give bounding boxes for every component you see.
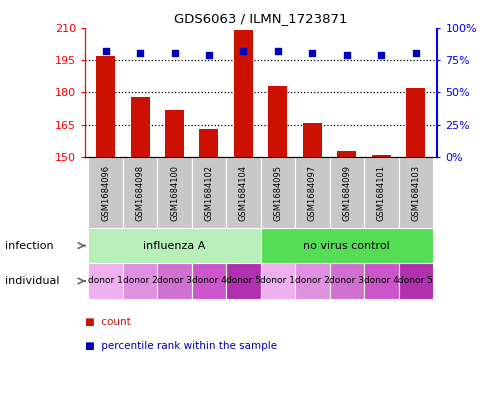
- Point: [411, 50, 419, 57]
- Point: [102, 48, 109, 54]
- Bar: [122, 263, 157, 299]
- Point: [136, 50, 144, 57]
- Text: GSM1684103: GSM1684103: [410, 165, 420, 220]
- Text: GSM1684101: GSM1684101: [376, 165, 385, 220]
- Text: GSM1684099: GSM1684099: [342, 165, 350, 220]
- Text: GSM1684098: GSM1684098: [135, 165, 144, 220]
- Text: influenza A: influenza A: [143, 241, 205, 251]
- Title: GDS6063 / ILMN_1723871: GDS6063 / ILMN_1723871: [174, 12, 347, 25]
- Text: donor 4: donor 4: [191, 277, 226, 285]
- Text: GSM1684095: GSM1684095: [273, 165, 282, 220]
- Text: GSM1684104: GSM1684104: [239, 165, 247, 220]
- Text: ■  count: ■ count: [85, 317, 130, 327]
- Bar: [295, 263, 329, 299]
- Bar: [191, 263, 226, 299]
- Text: donor 5: donor 5: [226, 277, 260, 285]
- Text: GSM1684102: GSM1684102: [204, 165, 213, 220]
- Bar: [191, 157, 226, 228]
- Text: infection: infection: [5, 241, 53, 251]
- Bar: [363, 157, 398, 228]
- Bar: [233, 30, 253, 157]
- Bar: [226, 263, 260, 299]
- Bar: [329, 263, 363, 299]
- Text: GSM1684100: GSM1684100: [170, 165, 179, 220]
- Text: donor 1: donor 1: [260, 277, 295, 285]
- Text: donor 2: donor 2: [294, 277, 329, 285]
- Point: [342, 51, 350, 58]
- Text: individual: individual: [5, 276, 59, 286]
- Bar: [96, 56, 115, 157]
- Point: [170, 50, 178, 57]
- Text: donor 1: donor 1: [88, 277, 123, 285]
- Text: donor 3: donor 3: [329, 277, 363, 285]
- Bar: [406, 88, 424, 157]
- Text: donor 3: donor 3: [157, 277, 192, 285]
- Text: no virus control: no virus control: [303, 241, 390, 251]
- Bar: [260, 263, 295, 299]
- Bar: [130, 97, 149, 157]
- Bar: [260, 157, 295, 228]
- Bar: [363, 263, 398, 299]
- Bar: [226, 157, 260, 228]
- Text: donor 5: donor 5: [397, 277, 432, 285]
- Bar: [371, 155, 390, 157]
- Text: donor 4: donor 4: [363, 277, 398, 285]
- Bar: [88, 228, 260, 263]
- Bar: [329, 157, 363, 228]
- Text: donor 2: donor 2: [122, 277, 157, 285]
- Bar: [260, 228, 432, 263]
- Text: GSM1684096: GSM1684096: [101, 165, 110, 220]
- Bar: [157, 263, 191, 299]
- Bar: [88, 263, 122, 299]
- Bar: [199, 129, 218, 157]
- Text: ■  percentile rank within the sample: ■ percentile rank within the sample: [85, 341, 276, 351]
- Bar: [398, 263, 432, 299]
- Point: [239, 48, 247, 54]
- Bar: [295, 157, 329, 228]
- Point: [377, 51, 384, 58]
- Bar: [398, 157, 432, 228]
- Bar: [88, 157, 122, 228]
- Text: GSM1684097: GSM1684097: [307, 165, 316, 220]
- Point: [273, 48, 281, 54]
- Point: [205, 51, 212, 58]
- Bar: [122, 157, 157, 228]
- Bar: [165, 110, 183, 157]
- Point: [308, 50, 316, 57]
- Bar: [268, 86, 287, 157]
- Bar: [302, 123, 321, 157]
- Bar: [337, 151, 356, 157]
- Bar: [157, 157, 191, 228]
